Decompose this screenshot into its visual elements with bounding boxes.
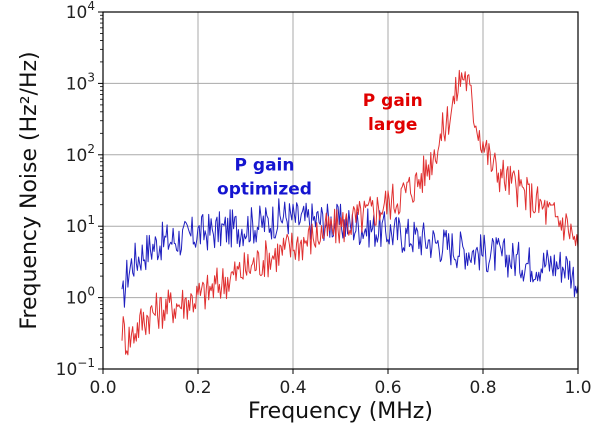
annotation-line2: large: [368, 115, 417, 135]
y-tick-base: 10: [66, 74, 88, 94]
annotation-line1: P gain: [235, 156, 295, 176]
y-tick-base: 10: [66, 217, 88, 237]
x-axis-label: Frequency (MHz): [248, 399, 433, 424]
x-tick-label: 1.0: [564, 378, 591, 398]
y-tick-label: 103: [66, 70, 95, 94]
y-tick-base: 10: [66, 3, 88, 23]
y-tick-exponent: 0: [87, 285, 95, 299]
y-axis-label: Frequency Noise (Hz²/Hz): [17, 51, 42, 329]
x-tick-label: 0.6: [374, 378, 401, 398]
y-tick-base: 10: [56, 360, 78, 380]
series-group: [121, 69, 579, 356]
grid-lines: [102, 11, 579, 370]
y-tick-label: 104: [66, 0, 95, 23]
annotations: P gain optimized P gain large: [217, 91, 423, 199]
annotation-line2: optimized: [217, 180, 312, 200]
y-tick-label: 100: [66, 285, 95, 309]
annotation-line1: P gain: [363, 91, 423, 111]
y-tick-base: 10: [66, 289, 88, 309]
y-tick-label: 10−1: [56, 356, 95, 380]
y-tick-exponent: 1: [87, 213, 95, 227]
series-line-1: [121, 69, 579, 356]
series-line-0: [121, 198, 579, 308]
x-tick-label: 0.0: [89, 378, 116, 398]
x-tick-label: 0.8: [469, 378, 496, 398]
y-tick-exponent: −1: [77, 356, 95, 370]
y-tick-label: 102: [66, 142, 95, 166]
x-tick-label: 0.4: [279, 378, 306, 398]
plot-frame: [102, 11, 579, 370]
x-tick-label: 0.2: [184, 378, 211, 398]
y-tick-exponent: 2: [87, 142, 95, 156]
y-tick-exponent: 4: [87, 0, 95, 13]
y-tick-base: 10: [66, 146, 88, 166]
y-tick-label: 101: [66, 213, 95, 237]
y-tick-exponent: 3: [87, 70, 95, 84]
